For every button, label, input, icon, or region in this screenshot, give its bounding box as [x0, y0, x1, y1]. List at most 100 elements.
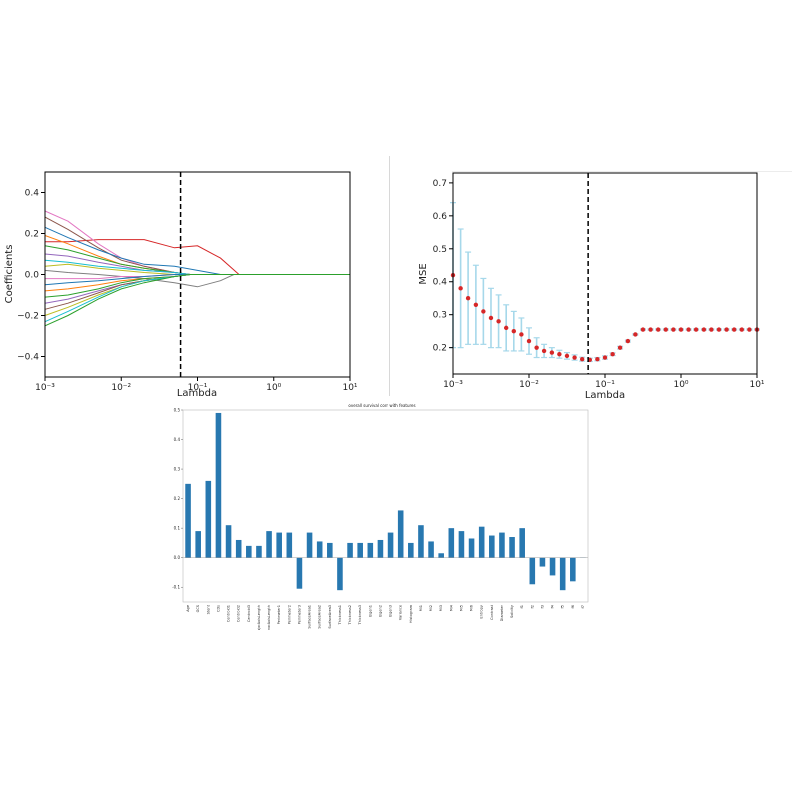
feature-bar-22: [408, 542, 414, 558]
coef-xticks: 10⁻³ 10⁻² 10⁻¹ 10⁰ 10¹: [35, 377, 358, 393]
mse-point-39: [747, 327, 752, 332]
mse-point-31: [686, 327, 691, 332]
bar-xtick-label-38: f6: [571, 605, 575, 608]
mse-yticks: 0.2 0.3 0.4 0.5 0.6 0.7: [433, 179, 453, 354]
feature-bar-7: [256, 545, 262, 558]
bar-xtick-label-11: Perimeter3: [297, 605, 301, 624]
coef-path-12: [44, 274, 350, 292]
bar-xtick-label-37: f5: [561, 605, 565, 608]
feature-bar-37: [559, 557, 566, 591]
coef-path-10: [45, 274, 350, 280]
panel-divider: [389, 156, 390, 396]
mse-point-4: [481, 309, 486, 314]
feature-bar-34: [529, 557, 536, 585]
coef-xtick-label-3: 10⁰: [266, 383, 281, 393]
feature-bar-14: [327, 542, 333, 558]
bar-xtick-label-8: MinorAxisLength: [267, 605, 271, 630]
mse-point-19: [595, 356, 600, 362]
bar-xtick-label-3: CDs: [216, 605, 220, 612]
coef-ytick-label-3: −0.2: [17, 312, 39, 322]
bar-yticks: 0.5 0.4 0.3 0.2 0.1 0.0 -0.1: [172, 408, 183, 590]
feature-bar-29: [478, 526, 485, 558]
feature-bar-33: [519, 528, 525, 558]
bar-xtick-label-18: Eigen1: [368, 605, 372, 617]
mse-xtick-label-3: 10⁰: [673, 380, 688, 390]
coef-xtick-label-1: 10⁻²: [111, 383, 131, 393]
coef-path-0: [45, 239, 350, 275]
mse-point-3: [473, 302, 479, 308]
mse-point-24: [633, 332, 638, 337]
feature-bar-6: [246, 545, 252, 558]
feature-bar-23: [418, 525, 424, 558]
mse-errorbars: [450, 202, 760, 363]
bar-xtick-label-7: MajorAxisLength: [257, 605, 261, 630]
bar-xtick-label-39: f7: [581, 605, 585, 608]
feature-bar-1: [195, 531, 201, 558]
feature-bar-0: [185, 483, 191, 558]
bar-ytick-label-4: 0.1: [174, 526, 181, 531]
mse-point-30: [678, 327, 684, 332]
feature-bar-16: [347, 542, 353, 558]
coef-xlabel: Lambda: [177, 388, 217, 399]
coef-lines: [44, 210, 350, 327]
mse-point-11: [534, 345, 539, 350]
feature-bar-27: [458, 531, 465, 558]
feature-bar-26: [448, 528, 455, 558]
bar-xtick-label-29: Entropy: [480, 605, 484, 619]
mse-point-14: [557, 352, 562, 357]
mse-point-37: [731, 327, 737, 332]
bar-xtick-label-21: Variance: [399, 605, 403, 620]
feature-bar-12: [306, 532, 313, 558]
feature-bar-25: [438, 553, 444, 558]
bar-xtick-label-1: GCS: [196, 604, 200, 612]
mse-ytick-label-1: 0.3: [433, 311, 447, 321]
coef-ytick-label-1: 0.2: [25, 230, 39, 240]
coef-path-3: [44, 226, 350, 275]
top-rule: [452, 171, 792, 172]
bar-xtick-label-33: f1: [520, 605, 524, 608]
coefficient-path-chart: 10⁻³ 10⁻² 10⁻¹ 10⁰ 10¹ 0.4 0.2 0.0 −0.2 −0.4 Lam…: [4, 171, 358, 399]
bar-ytick-label-2: 0.3: [174, 467, 181, 472]
feature-bar-3: [215, 412, 222, 558]
feature-bar-32: [509, 537, 515, 558]
mse-point-23: [625, 338, 631, 344]
mse-points: [450, 272, 760, 363]
bar-xtick-label-28: Mi6: [470, 605, 474, 611]
bar-xtick-label-24: Mi2: [429, 605, 433, 611]
coef-xtick-label-2: 10⁻¹: [188, 383, 208, 393]
feature-bar-19: [377, 539, 384, 558]
bar-xticks: Age GCS Stent CDs Centroid1 Centroid2 Centroid…: [186, 604, 585, 630]
coef-xtick-label-4: 10¹: [342, 383, 357, 393]
feature-bar-15: [337, 557, 343, 591]
bar-xtick-label-12: SurfaceArea1: [308, 605, 312, 629]
feature-bar-11: [296, 557, 303, 589]
feature-bar-17: [357, 542, 363, 558]
mse-point-29: [671, 327, 676, 332]
mse-point-5: [488, 315, 494, 321]
feature-bar-18: [367, 542, 374, 558]
mse-point-12: [541, 348, 547, 354]
mse-point-15: [564, 353, 570, 359]
mse-xlabel: Lambda: [585, 390, 625, 401]
mse-xticks: 10⁻³ 10⁻² 10⁻¹ 10⁰ 10¹: [443, 374, 765, 390]
mse-point-7: [503, 325, 509, 331]
mse-xtick-label-4: 10¹: [749, 380, 764, 390]
mse-point-34: [709, 327, 714, 332]
bar-chart-title: overall survival corr with features: [348, 403, 415, 408]
mse-xtick-label-1: 10⁻²: [519, 380, 539, 390]
mse-point-9: [519, 332, 524, 337]
mse-point-16: [572, 355, 577, 360]
bar-xtick-label-0: Age: [186, 605, 190, 612]
bar-ytick-label-3: 0.2: [174, 496, 181, 501]
coef-xtick-label-0: 10⁻³: [35, 383, 55, 393]
bar-xtick-label-22: Histogram: [409, 604, 413, 623]
bar-xtick-label-14: SurfaceArea3: [328, 605, 332, 629]
feature-bar-38: [570, 557, 576, 582]
bar-xtick-label-16: Thickness2: [348, 605, 352, 626]
mse-point-21: [610, 352, 615, 357]
bar-xtick-label-30: Contrast: [490, 604, 494, 620]
bar-xtick-label-10: Perimeter2: [287, 605, 291, 624]
bar-xtick-label-2: Stent: [206, 604, 210, 614]
bar-xtick-label-31: Diameter: [500, 604, 504, 621]
mse-ylabel: MSE: [418, 263, 429, 284]
